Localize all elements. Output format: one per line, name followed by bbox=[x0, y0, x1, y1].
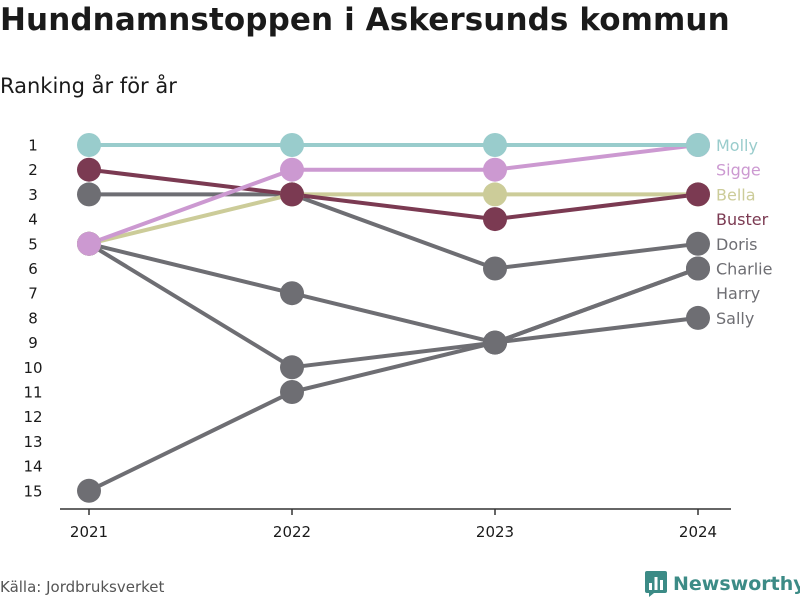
brand-name: Newsworthy bbox=[673, 573, 800, 595]
y-tick-label: 5 bbox=[28, 235, 38, 253]
data-point bbox=[483, 207, 507, 232]
x-tick-label: 2021 bbox=[70, 523, 108, 541]
series-line bbox=[87, 242, 699, 370]
data-point bbox=[483, 256, 507, 281]
series-end-label: Sally bbox=[716, 309, 754, 328]
y-tick-label: 7 bbox=[28, 285, 38, 303]
data-point bbox=[483, 157, 507, 182]
y-tick-label: 1 bbox=[28, 137, 38, 155]
chart-subtitle: Ranking år för år bbox=[0, 74, 177, 98]
brand-logo: Newsworthy bbox=[645, 569, 800, 599]
data-point bbox=[280, 281, 304, 306]
data-point bbox=[280, 182, 304, 207]
series-end-label: Charlie bbox=[716, 260, 772, 279]
y-tick-label: 9 bbox=[28, 334, 38, 352]
data-point bbox=[77, 157, 101, 182]
y-tick-label: 4 bbox=[28, 211, 38, 229]
series-end-label: Bella bbox=[716, 185, 756, 204]
x-tick-label: 2023 bbox=[476, 523, 514, 541]
data-point bbox=[280, 355, 304, 380]
data-point bbox=[686, 133, 710, 157]
data-point bbox=[483, 182, 507, 207]
series-end-label: Doris bbox=[716, 235, 757, 254]
data-point bbox=[280, 157, 304, 182]
data-point bbox=[686, 305, 710, 330]
y-tick-label: 15 bbox=[23, 482, 42, 500]
data-point bbox=[77, 231, 101, 256]
data-point bbox=[483, 133, 507, 157]
series-line bbox=[89, 192, 699, 271]
chart-title: Hundnamnstoppen i Askersunds kommun bbox=[0, 2, 730, 38]
series-end-label: Sigge bbox=[716, 161, 761, 180]
y-tick-label: 14 bbox=[23, 458, 42, 476]
data-point bbox=[686, 256, 710, 281]
data-point bbox=[77, 478, 101, 503]
data-point bbox=[686, 231, 710, 256]
y-tick-label: 11 bbox=[23, 384, 42, 402]
y-tick-label: 12 bbox=[23, 408, 42, 426]
series-line bbox=[88, 143, 699, 246]
data-point bbox=[280, 133, 304, 157]
series-end-label: Harry bbox=[716, 284, 760, 303]
series-line bbox=[88, 241, 699, 345]
y-tick-label: 2 bbox=[28, 161, 38, 179]
y-tick-label: 8 bbox=[28, 309, 38, 327]
bar-chart-logo-icon bbox=[645, 571, 667, 597]
y-tick-label: 13 bbox=[23, 433, 42, 451]
y-tick-label: 3 bbox=[28, 186, 38, 204]
data-point bbox=[483, 330, 507, 355]
data-point bbox=[77, 182, 101, 207]
data-point bbox=[77, 133, 101, 157]
x-tick-label: 2024 bbox=[679, 523, 717, 541]
series-line bbox=[88, 167, 699, 222]
series-line bbox=[88, 192, 698, 246]
source-note: Källa: Jordbruksverket bbox=[0, 578, 165, 596]
x-tick-label: 2022 bbox=[273, 523, 311, 541]
series-end-label: Molly bbox=[716, 136, 758, 155]
y-tick-label: 6 bbox=[28, 260, 38, 278]
data-point bbox=[686, 182, 710, 207]
series-end-label: Buster bbox=[716, 210, 769, 229]
y-tick-label: 10 bbox=[23, 359, 42, 377]
data-point bbox=[280, 380, 304, 404]
